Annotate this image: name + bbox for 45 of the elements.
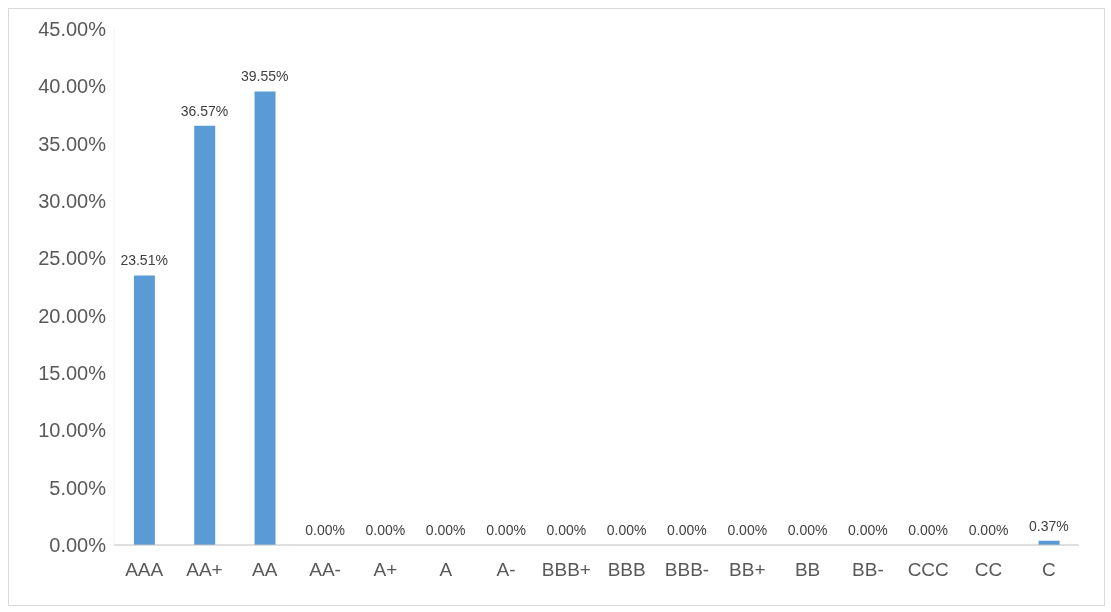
- data-label: 0.37%: [1028, 517, 1069, 534]
- x-tick-label: A-: [496, 559, 516, 581]
- bar: [254, 91, 276, 545]
- data-label: 0.00%: [546, 522, 587, 538]
- data-label: 0.00%: [425, 522, 466, 538]
- y-tick-label: 0.00%: [49, 534, 107, 557]
- data-label: 0.00%: [365, 522, 406, 538]
- data-label: 39.55%: [241, 68, 289, 85]
- y-tick-label: 15.00%: [38, 362, 107, 385]
- bar: [194, 125, 216, 545]
- y-tick-label: 25.00%: [38, 247, 107, 270]
- data-label: 0.00%: [305, 522, 345, 538]
- x-tick-label: AAA: [125, 559, 164, 581]
- x-tick-label: BB: [794, 559, 821, 581]
- x-tick-label: BB-: [852, 559, 884, 581]
- data-label: 0.00%: [848, 522, 888, 538]
- x-tick-label: AA-: [309, 559, 341, 581]
- x-tick-label: CC: [974, 559, 1003, 581]
- data-label: 0.00%: [606, 522, 647, 538]
- y-tick-label: 5.00%: [49, 476, 107, 499]
- y-tick-label: 45.00%: [38, 18, 107, 41]
- x-tick-label: AA+: [186, 559, 223, 581]
- x-tick-label: BB+: [729, 559, 766, 581]
- x-tick-label: C: [1041, 559, 1056, 581]
- y-tick-label: 35.00%: [38, 132, 107, 155]
- x-tick-label: BBB+: [541, 559, 591, 581]
- data-label: 0.00%: [968, 522, 1009, 538]
- x-tick-label: BBB-: [664, 559, 710, 581]
- y-tick-label: 10.00%: [38, 419, 107, 442]
- bar: [133, 275, 155, 545]
- x-tick-label: CCC: [907, 559, 949, 581]
- data-label: 0.00%: [908, 522, 949, 538]
- data-label: 0.00%: [667, 522, 707, 538]
- y-tick-label: 40.00%: [38, 75, 107, 98]
- x-tick-label: A: [439, 559, 453, 581]
- y-tick-label: 20.00%: [38, 304, 107, 327]
- y-tick-label: 30.00%: [38, 190, 107, 213]
- data-label: 0.00%: [486, 522, 526, 538]
- data-label: 36.57%: [180, 102, 229, 119]
- x-tick-label: A+: [373, 559, 398, 581]
- data-label: 0.00%: [787, 522, 828, 538]
- data-label: 0.00%: [727, 522, 768, 538]
- x-tick-label: AA: [252, 559, 278, 581]
- data-label: 23.51%: [120, 252, 168, 269]
- x-tick-label: BBB: [607, 559, 646, 581]
